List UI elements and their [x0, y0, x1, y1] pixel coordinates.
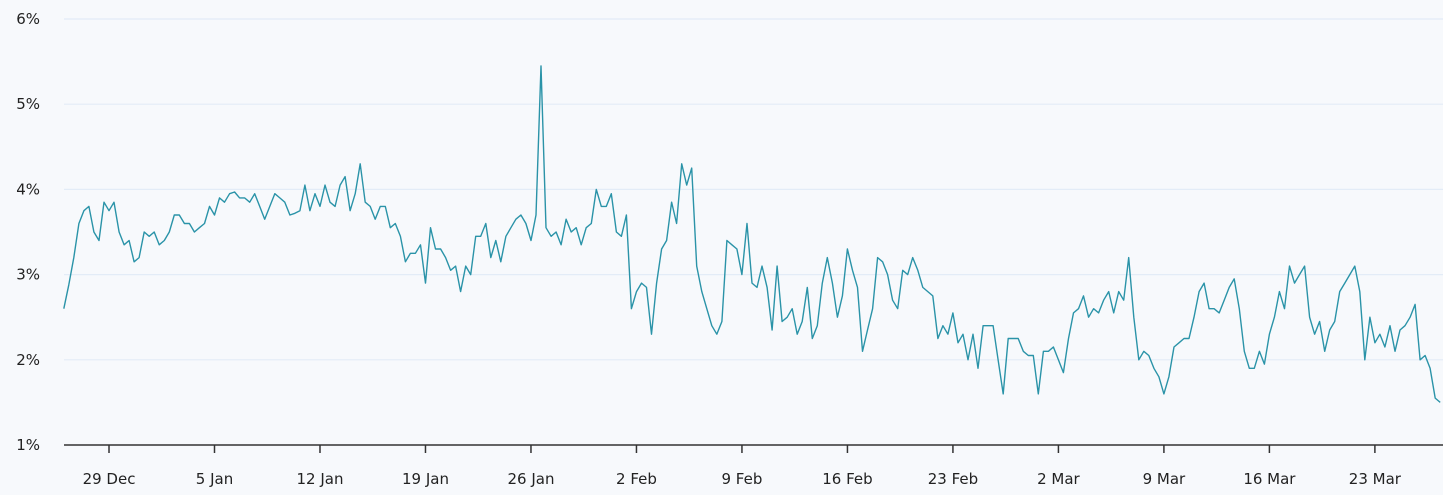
y-tick-label: 4%	[16, 180, 40, 198]
x-axis-ticks: 29 Dec 5 Jan 12 Jan 19 Jan 26 Jan 2 Feb 9 Feb 1…	[83, 445, 1402, 488]
y-tick-label: 3%	[16, 266, 40, 284]
x-tick-label: 2 Mar	[1037, 470, 1080, 488]
y-tick-label: 2%	[16, 351, 40, 369]
x-tick-label: 9 Feb	[722, 470, 763, 488]
x-tick-label: 23 Feb	[928, 470, 978, 488]
x-tick-label: 9 Mar	[1143, 470, 1186, 488]
x-tick-label: 23 Mar	[1349, 470, 1402, 488]
gridlines	[64, 18, 1443, 361]
y-tick-label: 5%	[16, 95, 40, 113]
x-tick-label: 29 Dec	[83, 470, 136, 488]
series-line	[63, 65, 1441, 403]
x-tick-label: 26 Jan	[507, 470, 554, 488]
y-axis-labels: 1% 2% 3% 4% 5% 6%	[16, 10, 40, 454]
y-tick-label: 6%	[16, 10, 40, 28]
x-tick-label: 16 Mar	[1243, 470, 1296, 488]
x-tick-label: 16 Feb	[822, 470, 872, 488]
x-tick-label: 5 Jan	[196, 470, 233, 488]
y-tick-label: 1%	[16, 436, 40, 454]
x-tick-label: 19 Jan	[402, 470, 449, 488]
x-tick-label: 12 Jan	[296, 470, 343, 488]
x-tick-label: 2 Feb	[616, 470, 657, 488]
